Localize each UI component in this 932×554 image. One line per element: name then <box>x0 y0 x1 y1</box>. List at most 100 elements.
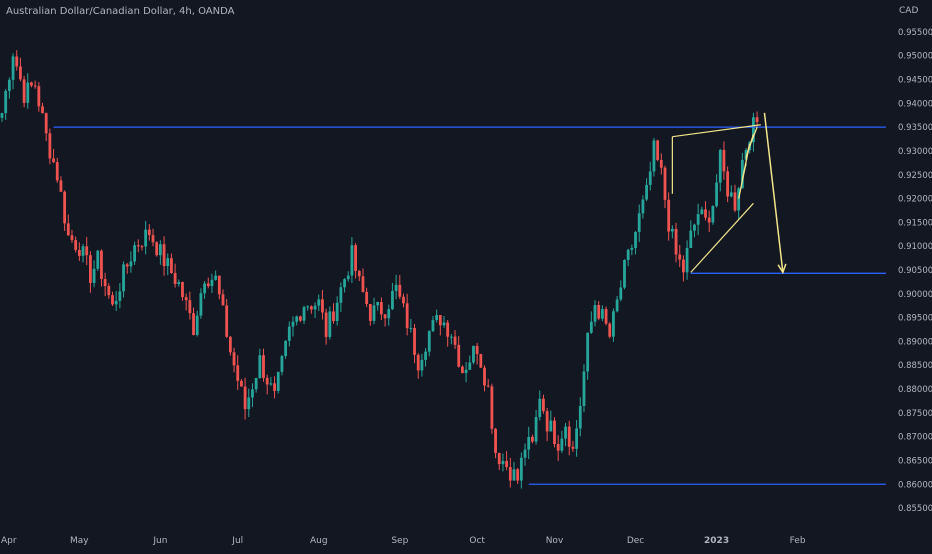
candle-body <box>626 249 630 260</box>
candle-body <box>284 340 288 357</box>
candle-body <box>604 309 608 324</box>
pattern-layer <box>671 124 761 273</box>
candle-body <box>578 405 582 429</box>
candle-body <box>733 192 737 211</box>
time-tick-label: Jul <box>231 536 243 546</box>
candle-body <box>637 213 641 232</box>
currency-label: CAD <box>899 6 919 16</box>
candle-body <box>549 420 553 432</box>
candle-body <box>424 351 427 360</box>
candle-body <box>52 158 55 163</box>
price-tick-label: 0.89500 <box>898 314 932 324</box>
candle-body <box>357 270 361 277</box>
price-tick-label: 0.86500 <box>898 456 932 466</box>
candle-body <box>453 336 457 345</box>
candle-body <box>461 366 464 374</box>
time-tick-label: Nov <box>546 536 564 546</box>
time-tick-label: Aug <box>310 536 328 546</box>
candle-body <box>343 279 346 288</box>
time-tick-label: Dec <box>627 536 644 546</box>
candle-body <box>295 316 299 322</box>
pattern-zigzag <box>738 126 758 199</box>
candle-body <box>19 66 22 80</box>
price-tick-label: 0.94500 <box>898 76 932 86</box>
pattern-line <box>672 124 761 138</box>
candle-body <box>641 199 645 214</box>
candle-body <box>269 383 273 385</box>
candle-body <box>740 159 744 189</box>
candle-body <box>682 259 685 273</box>
candle-body <box>442 322 446 326</box>
candle-body <box>379 301 383 315</box>
candle-body <box>240 380 243 387</box>
candle-body <box>317 299 321 306</box>
price-tick-label: 0.92000 <box>898 195 932 205</box>
candle-body <box>111 295 114 305</box>
candle-body <box>313 305 317 310</box>
candle-body <box>575 428 578 449</box>
candle-body <box>133 245 136 262</box>
price-tick-label: 0.88000 <box>898 385 932 395</box>
candle-body <box>33 85 37 87</box>
candle-body <box>232 352 236 366</box>
candle-body <box>346 275 350 280</box>
candle-body <box>228 336 232 353</box>
candle-body <box>188 300 192 314</box>
candle-body <box>210 279 214 287</box>
candle-body <box>685 247 689 273</box>
candle-body <box>402 296 405 304</box>
time-tick-label: Oct <box>469 536 485 546</box>
candle-body <box>405 303 409 329</box>
candle-body <box>214 275 218 280</box>
candle-body <box>339 287 343 303</box>
candle-body <box>475 345 479 354</box>
candle-body <box>7 79 11 91</box>
candle-body <box>416 354 420 371</box>
candle-body <box>486 385 490 387</box>
candle-body <box>59 180 63 192</box>
pattern-line <box>690 202 754 273</box>
candle-body <box>656 140 660 160</box>
price-tick-label: 0.88500 <box>898 361 932 371</box>
candle-body <box>501 460 505 465</box>
candle-body <box>122 264 125 292</box>
candle-body <box>659 159 663 168</box>
candle-body <box>479 353 483 368</box>
candle-body <box>173 273 177 284</box>
candle-body <box>387 309 391 319</box>
time-tick-label: Apr <box>1 536 17 546</box>
candle-body <box>103 279 107 287</box>
price-axis: 0.95500 0.95000 0.94500 0.94000 0.93500 0.930… <box>898 28 932 514</box>
candle-body <box>247 397 251 410</box>
price-tick-label: 0.87000 <box>898 433 932 443</box>
candle-body <box>715 182 718 207</box>
candle-body <box>181 282 184 298</box>
candle-body <box>15 56 19 67</box>
price-tick-label: 0.92500 <box>898 171 932 181</box>
price-tick-label: 0.85500 <box>898 504 932 514</box>
candle-body <box>516 469 520 481</box>
candle-body <box>645 184 648 200</box>
levels-layer <box>53 126 886 485</box>
candle-body <box>306 306 310 308</box>
time-axis: Apr May Jun Jul Aug Sep Oct Nov Dec 2023 Feb <box>1 536 806 546</box>
candle-body <box>287 326 291 341</box>
candle-body <box>438 315 442 326</box>
candle-body <box>144 229 148 247</box>
candle-body <box>707 217 711 223</box>
candle-body <box>711 206 715 223</box>
candle-body <box>556 444 560 451</box>
candle-body <box>420 359 424 371</box>
candle-body <box>273 383 276 391</box>
candle-body <box>512 469 516 481</box>
candle-body <box>449 336 453 338</box>
candle-body <box>612 311 615 337</box>
price-tick-label: 0.94000 <box>898 99 932 109</box>
candle-body <box>431 320 435 332</box>
candle-body <box>597 305 601 319</box>
candle-body <box>354 245 357 271</box>
candle-body <box>147 229 151 236</box>
candle-body <box>571 446 575 449</box>
candle-body <box>26 82 30 103</box>
